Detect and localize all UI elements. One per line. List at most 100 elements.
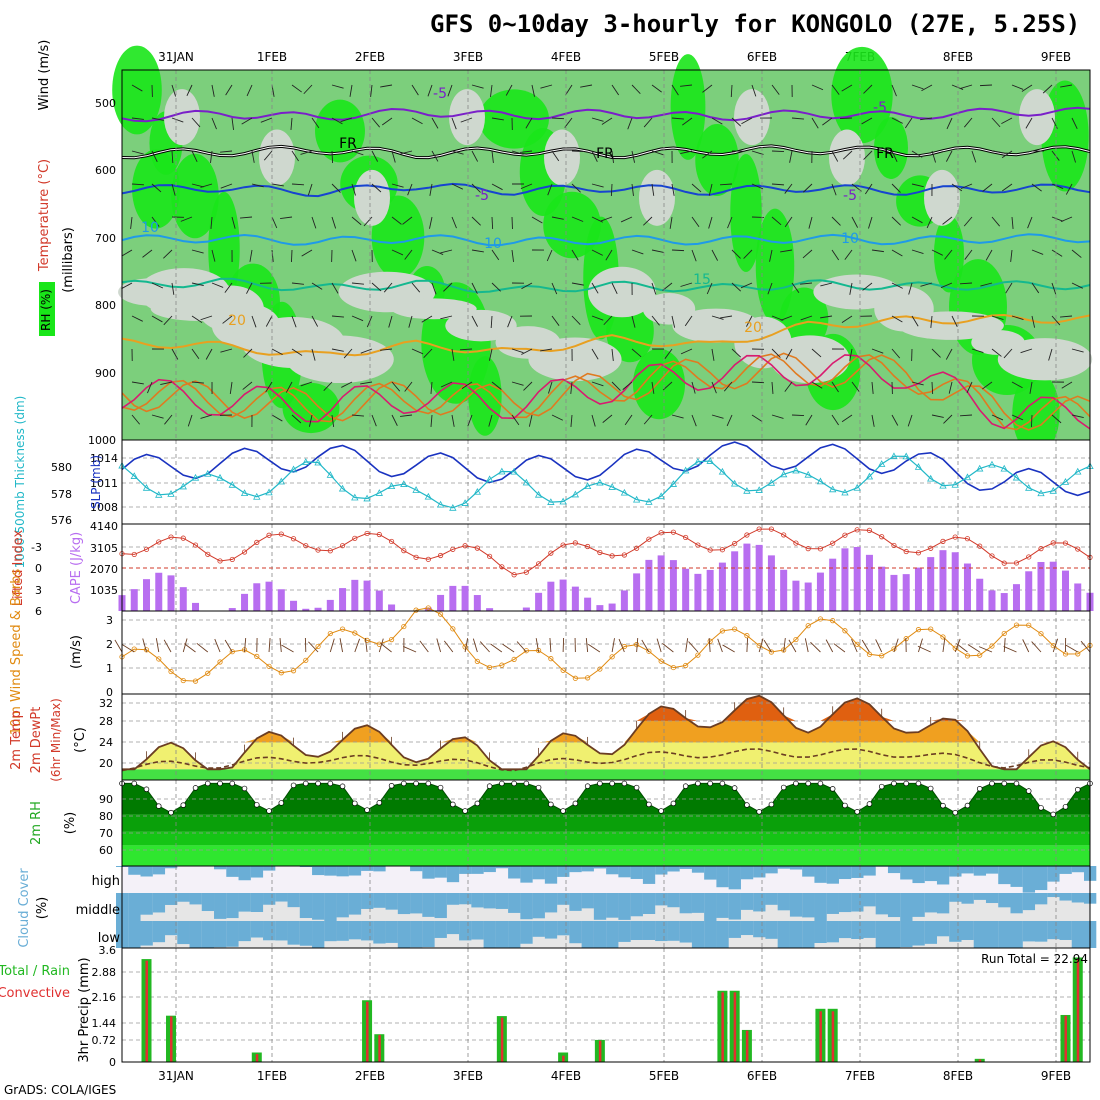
upper-wind-barb-219 [511,414,520,426]
wind-barb-45 [662,643,674,653]
cape-bar-20 [363,580,371,611]
rh-dry-cell-5 [639,169,675,226]
upper-wind-barb-223 [520,183,533,190]
cloud-middle-cell-42 [630,893,643,917]
upper-wind-barb-472 [959,414,973,417]
upper-wind-barb-194 [471,315,478,327]
cloud-low-cell-31 [495,921,509,948]
cape-bar-69 [963,563,971,611]
upper-wind-barb-378 [808,216,813,229]
upper-wind-barb-288 [651,150,664,156]
cloud-high-cell-71 [985,866,999,874]
rh-high-cell-18 [632,348,686,420]
rh2m-marker-65 [915,780,922,787]
upper-wind-barb-319 [702,84,713,93]
thickness-marker-33 [522,478,531,486]
rh2m-marker-30 [486,783,493,789]
warm-contour-1 [121,353,1091,431]
wind-barb-50 [722,644,735,653]
wind-speed-marker-35 [548,656,554,662]
wind-barb-30 [479,641,490,653]
cloud-low-cell-74 [1022,921,1036,942]
cloud-middle-cell-15 [299,893,313,919]
upper-wind-barb-211 [511,150,524,155]
cloud-high-cell-63 [887,866,901,874]
upper-wind-barb-158 [402,216,413,225]
cloud-label: Cloud Cover [17,868,32,948]
cloud-middle-cell-9 [226,893,239,919]
upper-wind-barb-90 [291,150,299,162]
upper-wind-barb-372 [784,381,793,392]
upper-wind-barb-441 [920,117,933,121]
upper-wind-barb-465 [960,183,973,190]
cape-bar-34 [535,592,543,611]
wind-barb-12 [268,638,271,653]
cloud-low-cell-14 [287,921,300,945]
upper-wind-barb-435 [908,282,913,295]
dewpoint-label: 2m DewPt [29,707,44,774]
thickness-marker-65 [914,463,923,470]
upper-wind-barb-138 [371,282,382,292]
upper-wind-barb-183 [440,315,453,320]
upper-wind-barb-32 [164,414,173,425]
upper-wind-barb-328 [711,381,717,394]
thickness-marker-51 [743,486,751,494]
cape-bar-4 [167,575,175,611]
thickness-tick-0: 580 [51,461,72,474]
cloud-middle-cell-19 [348,893,362,915]
cloud-high-cell-18 [336,866,349,877]
upper-wind-barb-517 [1060,84,1073,88]
lifted-index-marker-69 [964,536,971,542]
upper-wind-barb-120 [331,414,335,427]
wind-barb-29 [472,638,478,653]
wind-speed-marker-37 [572,675,578,681]
cloud-high-cell-57 [814,866,827,883]
upper-wind-barb-343 [751,150,764,155]
upper-wind-barb-309 [682,117,693,126]
upper-wind-barb-495 [1021,84,1033,92]
thickness-marker-26 [436,500,445,508]
cape-bar-76 [1049,561,1057,611]
upper-wind-barb-411 [868,216,873,229]
upper-wind-barb-62 [222,315,233,324]
upper-wind-barb-100 [311,117,320,129]
rh2m-marker-63 [891,780,897,787]
upper-wind-barb-182 [443,282,453,292]
cloud-low-cell-12 [263,921,276,941]
cloud-middle-cell-6 [189,893,202,905]
cloud-high-cell-68 [949,866,962,877]
rh2m-marker-2 [143,786,150,793]
upper-wind-barb-452 [946,117,953,130]
wind-speed-marker-32 [511,656,517,663]
upper-wind-barb-330 [730,84,733,98]
lifted-index-marker-57 [817,546,824,552]
thickness-marker-9 [228,480,236,488]
wind-speed-marker-74 [1026,622,1032,628]
upper-wind-barb-140 [360,348,373,354]
isotherm-2 [121,182,1091,198]
cloud-high-cell-65 [912,866,925,884]
cloud-low-cell-36 [557,921,570,936]
upper-wind-barb-520 [1065,183,1073,195]
upper-wind-barb-442 [931,150,937,163]
cloud-high-cell-52 [753,866,766,878]
thickness-marker-29 [473,487,482,495]
thickness-marker-10 [240,489,249,497]
rh2m-marker-56 [805,780,811,787]
upper-wind-barb-147 [391,216,402,225]
upper-wind-barb-358 [767,282,773,295]
upper-wind-barb-388 [831,183,837,196]
cloud-low-cell-65 [912,921,925,946]
lifted-index-marker-58 [830,540,836,546]
upper-wind-barb-231 [540,84,553,89]
rh-dry-cell-1 [259,129,295,186]
cape-bar-19 [351,579,359,611]
wind-speed-marker-46 [683,662,689,669]
upper-wind-barb-308 [680,84,693,87]
upper-wind-barb-387 [831,150,839,162]
upper-wind-barb-263 [591,414,596,427]
cape-bar-77 [1061,570,1069,611]
cloud-middle-cell-26 [434,893,447,919]
upper-wind-barb-462 [960,84,973,89]
precip-tick-5: 0 [109,1056,116,1069]
